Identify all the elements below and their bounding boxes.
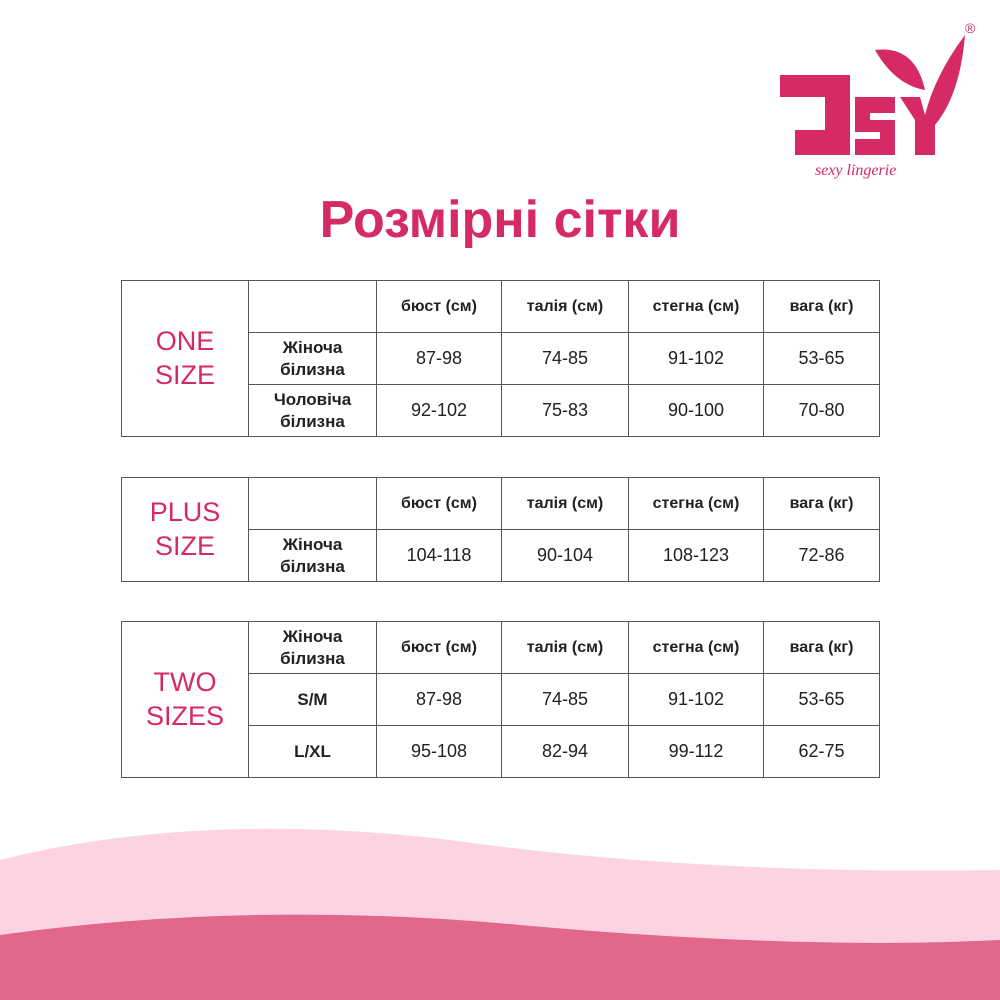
table-cell: L/XL <box>248 725 377 778</box>
table-cell: бюст (см) <box>376 280 502 333</box>
table-cell: 91-102 <box>628 673 764 726</box>
table-cell: 99-112 <box>628 725 764 778</box>
table-cell: талія (см) <box>501 621 629 674</box>
table-cell: стегна (см) <box>628 477 764 530</box>
table-cell: 95-108 <box>376 725 502 778</box>
table-cell: вага (кг) <box>763 621 880 674</box>
table-row: S/M 87-98 74-85 91-102 53-65 <box>122 673 880 726</box>
table-cell: 91-102 <box>628 332 764 385</box>
table-cell: Жіноча білизна <box>248 529 377 582</box>
size-table-two-sizes: TWO SIZES Жіноча білизна бюст (см) талія (с… <box>121 621 880 778</box>
table-cell: талія (см) <box>501 280 629 333</box>
decorative-wave <box>0 828 1000 1000</box>
table-cell: Жіноча білизна <box>248 332 377 385</box>
table-cell <box>248 280 377 333</box>
table-cell: 53-65 <box>763 673 880 726</box>
table-cell: S/M <box>248 673 377 726</box>
table-cell: 62-75 <box>763 725 880 778</box>
table-cell: Жіноча білизна <box>248 621 377 674</box>
jsy-logo: ® sexy lingerie <box>780 20 976 179</box>
table-row: Жіноча білизна 104-118 90-104 108-123 72-86 <box>122 529 880 582</box>
size-table-one-size: ONE SIZE бюст (см) талія (см) стегна (см) ва… <box>121 280 880 437</box>
table-cell: 70-80 <box>763 384 880 437</box>
table-row: Чоловіча білизна 92-102 75-83 90-100 70-80 <box>122 384 880 437</box>
table-cell: 74-85 <box>501 332 629 385</box>
size-label-line: PLUS <box>149 496 221 527</box>
table-cell <box>248 477 377 530</box>
size-label: ONE SIZE <box>121 280 249 437</box>
table-row: Жіноча білизна 87-98 74-85 91-102 53-65 <box>122 332 880 385</box>
table-cell: 108-123 <box>628 529 764 582</box>
table-cell: стегна (см) <box>628 280 764 333</box>
page-title: Розмірні сітки <box>319 191 681 249</box>
table-cell: талія (см) <box>501 477 629 530</box>
table-cell: 75-83 <box>501 384 629 437</box>
table-cell: вага (кг) <box>763 280 880 333</box>
registered-mark: ® <box>965 20 976 36</box>
table-row: L/XL 95-108 82-94 99-112 62-75 <box>122 725 880 778</box>
table-cell: 90-100 <box>628 384 764 437</box>
table-cell: 82-94 <box>501 725 629 778</box>
logo-tagline: sexy lingerie <box>815 162 896 179</box>
size-label-line: ONE <box>155 325 215 356</box>
size-label-line: SIZE <box>154 530 215 561</box>
table-cell: 72-86 <box>763 529 880 582</box>
table-cell: 87-98 <box>376 332 502 385</box>
table-cell: бюст (см) <box>376 621 502 674</box>
size-table-plus-size: PLUS SIZE бюст (см) талія (см) стегна (см) в… <box>121 477 880 582</box>
size-label-line: SIZES <box>145 700 225 731</box>
size-label: PLUS SIZE <box>121 477 249 582</box>
table-cell: Чоловіча білизна <box>248 384 377 437</box>
table-cell: бюст (см) <box>376 477 502 530</box>
table-cell: 104-118 <box>376 529 502 582</box>
table-cell: 87-98 <box>376 673 502 726</box>
size-label-line: TWO <box>153 666 217 697</box>
table-cell: 53-65 <box>763 332 880 385</box>
table-cell: стегна (см) <box>628 621 764 674</box>
table-cell: 90-104 <box>501 529 629 582</box>
table-cell: вага (кг) <box>763 477 880 530</box>
table-cell: 74-85 <box>501 673 629 726</box>
size-label: TWO SIZES <box>121 621 249 778</box>
size-label-line: SIZE <box>154 359 215 390</box>
table-cell: 92-102 <box>376 384 502 437</box>
